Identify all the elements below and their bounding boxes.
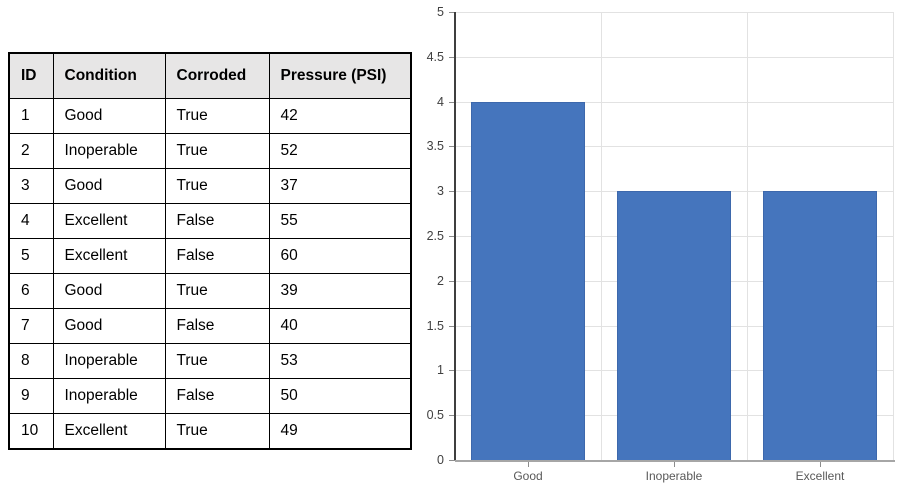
- table-row: 10 Excellent True 49: [8, 413, 412, 450]
- table-cell: 60: [268, 238, 412, 274]
- table-row: 1 Good True 42: [8, 98, 412, 134]
- table-body: 1 Good True 42 2 Inoperable True 52 3 Good True 37 4…: [8, 98, 412, 450]
- y-axis-tick: [449, 460, 455, 461]
- h-gridline: [455, 12, 893, 13]
- y-axis-tick: [449, 57, 455, 58]
- table-cell: False: [164, 308, 270, 344]
- table-cell: Good: [52, 98, 166, 134]
- h-gridline: [455, 146, 893, 147]
- y-axis-tick-label: 1: [437, 363, 444, 377]
- y-axis-tick: [449, 415, 455, 416]
- bar-excellent[interactable]: [763, 191, 877, 460]
- table-row: 8 Inoperable True 53: [8, 343, 412, 379]
- v-gridline: [747, 12, 748, 460]
- column-header: Corroded: [164, 52, 270, 99]
- table-cell: 42: [268, 98, 412, 134]
- y-axis-tick: [449, 191, 455, 192]
- table-cell: 37: [268, 168, 412, 204]
- table-cell: 5: [8, 238, 54, 274]
- x-axis-category-label: Inoperable: [645, 469, 703, 483]
- x-axis-tick: [674, 462, 675, 467]
- pipe-data-table: ID Condition Corroded Pressure (PSI) 1 Good T…: [8, 52, 412, 450]
- table-row: 2 Inoperable True 52: [8, 133, 412, 169]
- table-row: 3 Good True 37: [8, 168, 412, 204]
- y-axis-tick: [449, 281, 455, 282]
- x-axis-category-label: Good: [513, 469, 543, 483]
- table-cell: Inoperable: [52, 343, 166, 379]
- table-row: 5 Excellent False 60: [8, 238, 412, 274]
- y-axis-tick: [449, 12, 455, 13]
- x-axis-baseline: [455, 460, 895, 462]
- table-row: 4 Excellent False 55: [8, 203, 412, 239]
- y-axis-tick-label: 3: [437, 184, 444, 198]
- table-cell: True: [164, 168, 270, 204]
- y-axis-tick-label: 5: [437, 5, 444, 19]
- v-gridline: [601, 12, 602, 460]
- y-axis-tick: [449, 102, 455, 103]
- table-cell: True: [164, 98, 270, 134]
- table-row: 7 Good False 40: [8, 308, 412, 344]
- column-header: Pressure (PSI): [268, 52, 412, 99]
- y-axis-tick: [449, 236, 455, 237]
- table-cell: Good: [52, 273, 166, 309]
- table-cell: 6: [8, 273, 54, 309]
- table-cell: 50: [268, 378, 412, 414]
- table-cell: 40: [268, 308, 412, 344]
- y-axis-tick-label: 0: [437, 453, 444, 467]
- table-cell: True: [164, 133, 270, 169]
- y-axis-tick-label: 1.5: [426, 319, 444, 333]
- x-axis-tick: [528, 462, 529, 467]
- y-axis-tick-label: 0.5: [426, 408, 444, 422]
- table-cell: 53: [268, 343, 412, 379]
- column-header: ID: [8, 52, 54, 99]
- x-axis-category-label: Excellent: [795, 469, 845, 483]
- table-header-row: ID Condition Corroded Pressure (PSI): [8, 52, 412, 99]
- table-row: 9 Inoperable False 50: [8, 378, 412, 414]
- table-cell: Good: [52, 168, 166, 204]
- table-cell: Excellent: [52, 203, 166, 239]
- y-axis-tick: [449, 370, 455, 371]
- bar-good[interactable]: [471, 102, 585, 460]
- table-cell: 39: [268, 273, 412, 309]
- column-header: Condition: [52, 52, 166, 99]
- table-cell: 10: [8, 413, 54, 450]
- table-cell: 2: [8, 133, 54, 169]
- y-axis-tick-label: 2: [437, 274, 444, 288]
- y-axis-tick-label: 4.5: [426, 50, 444, 64]
- table-cell: 3: [8, 168, 54, 204]
- v-gridline: [893, 12, 894, 460]
- table-cell: 9: [8, 378, 54, 414]
- x-axis-tick: [820, 462, 821, 467]
- table-cell: Inoperable: [52, 378, 166, 414]
- y-axis-tick: [449, 146, 455, 147]
- h-gridline: [455, 57, 893, 58]
- table-cell: Inoperable: [52, 133, 166, 169]
- table-cell: True: [164, 343, 270, 379]
- y-axis-line: [454, 12, 456, 460]
- table-cell: 1: [8, 98, 54, 134]
- y-axis-tick-label: 2.5: [426, 229, 444, 243]
- y-axis-tick-label: 3.5: [426, 139, 444, 153]
- bar-inoperable[interactable]: [617, 191, 731, 460]
- h-gridline: [455, 102, 893, 103]
- table-cell: False: [164, 378, 270, 414]
- table-cell: 7: [8, 308, 54, 344]
- table-cell: 8: [8, 343, 54, 379]
- table-cell: True: [164, 413, 270, 450]
- table-cell: False: [164, 203, 270, 239]
- table-row: 6 Good True 39: [8, 273, 412, 309]
- y-axis-tick: [449, 326, 455, 327]
- y-axis-tick-label: 4: [437, 95, 444, 109]
- table-cell: 55: [268, 203, 412, 239]
- table-cell: 49: [268, 413, 412, 450]
- table-cell: Excellent: [52, 413, 166, 450]
